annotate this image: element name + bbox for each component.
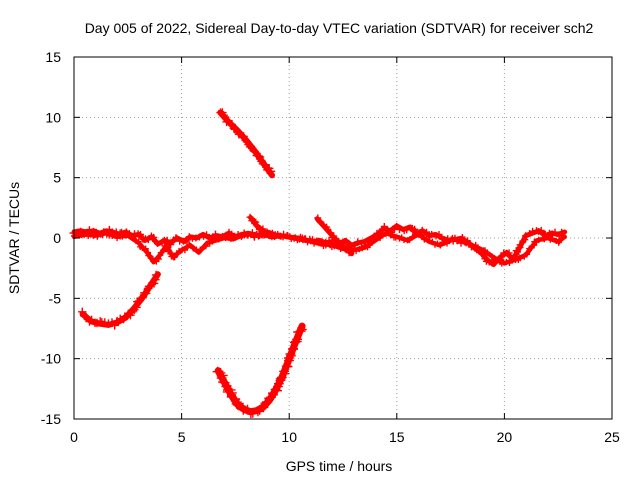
y-tick-label: 0 <box>53 230 61 246</box>
series-markers <box>216 108 276 176</box>
chart-title: Day 005 of 2022, Sidereal Day-to-day VTE… <box>85 20 594 36</box>
y-tick-label: 10 <box>45 109 61 125</box>
y-tick-label: 5 <box>53 170 61 186</box>
y-tick-label: -5 <box>49 290 62 306</box>
series-markers <box>78 270 161 330</box>
series-arc-upper <box>216 108 276 179</box>
data-traces <box>69 108 568 419</box>
tick-marks <box>73 56 613 420</box>
x-tick-label: 20 <box>497 429 513 445</box>
y-axis-label: SDTVAR / TECUs <box>6 182 22 294</box>
series-short-segment-a <box>314 214 355 257</box>
x-tick-labels: 0 5 10 15 20 25 <box>70 429 620 445</box>
series-markers <box>212 324 307 419</box>
series-arc-left <box>78 270 161 330</box>
series-markers <box>246 213 272 238</box>
series-short-segment-b <box>246 213 273 240</box>
y-tick-label: -15 <box>41 411 61 427</box>
series-arc-bottom <box>212 322 307 419</box>
x-tick-label: 5 <box>178 429 186 445</box>
x-tick-label: 0 <box>70 429 78 445</box>
y-tick-label: 15 <box>45 49 61 65</box>
y-tick-labels: -15 -10 -5 0 5 10 15 <box>41 49 61 427</box>
series-markers <box>314 214 353 257</box>
y-tick-label: -10 <box>41 351 61 367</box>
x-tick-label: 15 <box>389 429 405 445</box>
x-tick-label: 10 <box>281 429 297 445</box>
x-axis-label: GPS time / hours <box>286 458 393 474</box>
series-near-zero-band-b <box>70 228 567 267</box>
x-tick-label: 25 <box>604 429 620 445</box>
